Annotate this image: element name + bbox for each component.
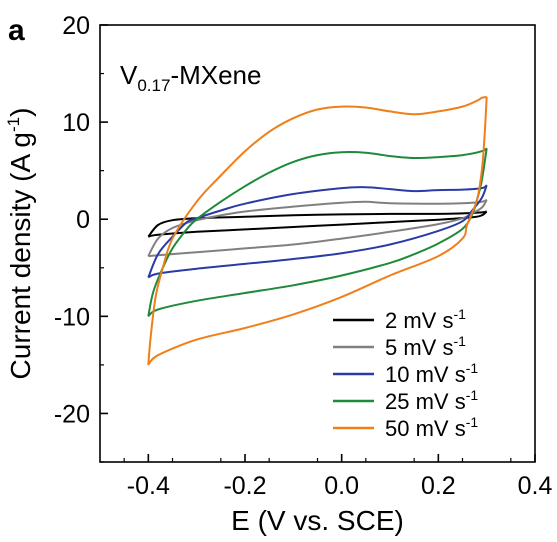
y-tick-label: 10 [62, 109, 90, 137]
cv-loop-2 [148, 200, 486, 256]
legend-entry: 2 mV s-1 [333, 306, 466, 333]
y-tick-label: 0 [76, 206, 90, 234]
legend-label: 50 mV s-1 [385, 414, 478, 441]
y-axis-title-main: Current density (A g [5, 132, 36, 379]
cv-loop-anodic-branch [148, 200, 486, 256]
x-tick-label: 0.0 [324, 472, 359, 500]
legend-entry: 25 mV s-1 [333, 387, 478, 414]
sample-label-subscript: 0.17 [137, 76, 170, 95]
legend: 2 mV s-15 mV s-110 mV s-125 mV s-150 mV … [333, 306, 478, 441]
legend-entry: 50 mV s-1 [333, 414, 478, 441]
sample-label-suffix: -MXene [170, 60, 261, 90]
sample-label-main: V [120, 60, 138, 90]
x-tick-label: -0.4 [127, 472, 170, 500]
sample-label: V0.17-MXene [120, 60, 261, 95]
legend-label: 10 mV s-1 [385, 360, 478, 387]
x-tick-label: -0.2 [223, 472, 266, 500]
cv-loop-cathodic-branch [148, 200, 486, 256]
legend-entry: 5 mV s-1 [333, 333, 466, 360]
y-axis-title-superscript: -1 [4, 117, 23, 132]
y-axis-title: Current density (A g-1) [4, 108, 36, 380]
panel-letter: a [8, 14, 25, 47]
legend-entry: 10 mV s-1 [333, 360, 478, 387]
y-tick-label: -10 [54, 303, 90, 331]
x-tick-label: 0.4 [518, 472, 553, 500]
y-axis-title-close: ) [5, 108, 36, 117]
legend-label: 5 mV s-1 [385, 333, 466, 360]
x-axis-title: E (V vs. SCE) [231, 505, 404, 536]
y-tick-label: 20 [62, 12, 90, 40]
legend-label: 25 mV s-1 [385, 387, 478, 414]
y-tick-label: -20 [54, 400, 90, 428]
x-tick-label: 0.2 [421, 472, 456, 500]
legend-label: 2 mV s-1 [385, 306, 466, 333]
